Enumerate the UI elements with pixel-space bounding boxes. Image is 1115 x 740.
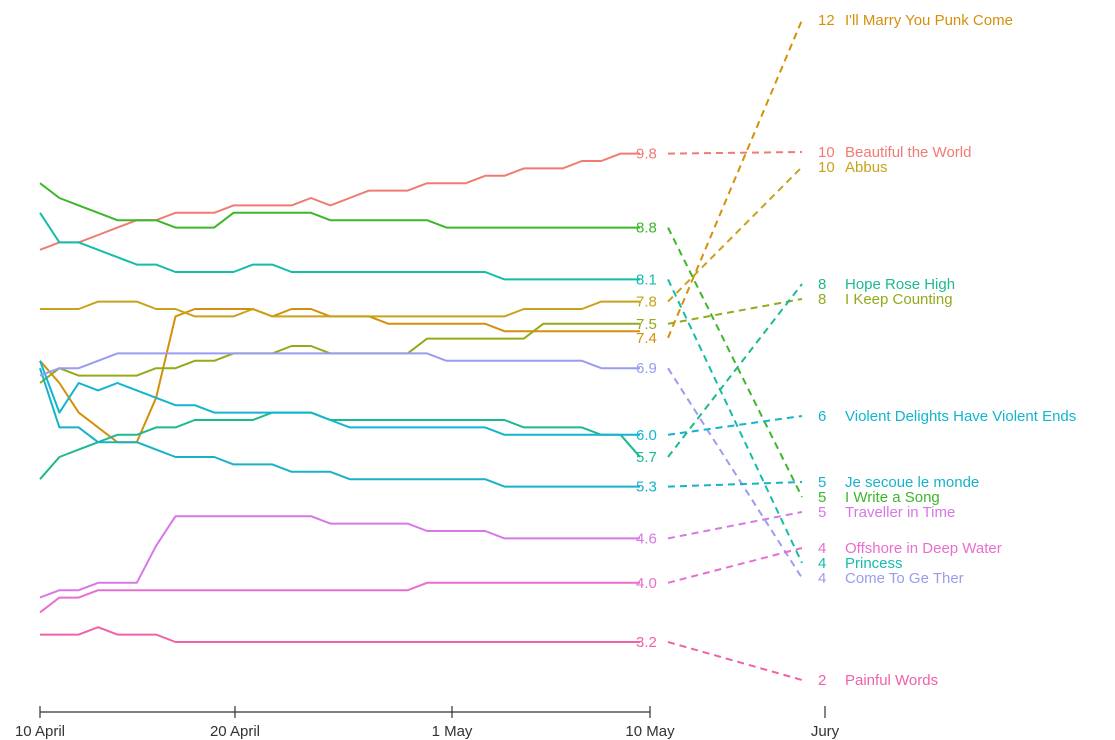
end-label-come-to-ge-ther: 6.9 xyxy=(636,360,657,377)
jury-connector-painful-words xyxy=(667,641,803,681)
jury-connector-abbus xyxy=(667,166,803,303)
series-name-offshore-in-deep-water: Offshore in Deep Water xyxy=(845,540,1002,557)
jury-score-princess: 4 xyxy=(818,555,826,572)
series-name-i-keep-counting: I Keep Counting xyxy=(845,291,953,308)
jury-score-traveller-in-time: 5 xyxy=(818,504,826,521)
jury-connector-i-ll-marry-you-punk-come xyxy=(667,19,803,339)
series-line-abbus xyxy=(40,300,640,318)
series-name-traveller-in-time: Traveller in Time xyxy=(845,504,955,521)
series-name-beautiful-the-world: Beautiful the World xyxy=(845,144,971,161)
end-label-princess: 8.1 xyxy=(636,271,657,288)
jury-score-offshore-in-deep-water: 4 xyxy=(818,540,826,557)
end-label-offshore-in-deep-water: 4.0 xyxy=(636,575,657,592)
end-label-i-keep-counting: 7.5 xyxy=(636,316,657,333)
end-label-abbus: 7.8 xyxy=(636,294,657,311)
jury-connector-come-to-ge-ther xyxy=(667,367,803,579)
jury-connector-hope-rose-high xyxy=(667,283,803,458)
jury-score-i-keep-counting: 8 xyxy=(818,291,826,308)
end-label-violent-delights-have-violent-ends: 6.0 xyxy=(636,427,657,444)
series-line-painful-words xyxy=(40,626,640,643)
series-name-abbus: Abbus xyxy=(845,159,888,176)
jury-score-je-secoue-le-monde: 5 xyxy=(818,474,826,491)
jury-connector-i-write-a-song xyxy=(667,227,803,498)
jury-connector-beautiful-the-world xyxy=(667,151,803,155)
jury-connector-traveller-in-time xyxy=(667,511,803,540)
jury-score-abbus: 10 xyxy=(818,159,835,176)
x-tick-label-10-april: 10 April xyxy=(15,723,65,740)
label-layer: 9.8 10 Beautiful the World 8.8 5 I Write a So… xyxy=(636,12,1076,689)
series-line-come-to-ge-ther xyxy=(39,352,640,377)
series-line-offshore-in-deep-water xyxy=(39,581,640,614)
jury-connector-i-keep-counting xyxy=(667,298,803,325)
x-tick-label-1-may: 1 May xyxy=(432,723,473,740)
series-name-violent-delights-have-violent-ends: Violent Delights Have Violent Ends xyxy=(845,408,1076,425)
end-label-painful-words: 3.2 xyxy=(636,634,657,651)
x-axis: 10 April 20 April 1 May 10 May Jury xyxy=(15,706,840,740)
end-label-je-secoue-le-monde: 5.3 xyxy=(636,479,657,496)
jury-score-i-write-a-song: 5 xyxy=(818,489,826,506)
end-label-beautiful-the-world: 9.8 xyxy=(636,146,657,163)
jury-score-painful-words: 2 xyxy=(818,672,826,689)
jury-score-hope-rose-high: 8 xyxy=(818,276,826,293)
series-name-painful-words: Painful Words xyxy=(845,672,938,689)
series-name-come-to-ge-ther: Come To Ge Ther xyxy=(845,570,964,587)
end-label-i-ll-marry-you-punk-come: 7.4 xyxy=(636,330,657,347)
jury-score-come-to-ge-ther: 4 xyxy=(818,570,826,587)
jury-score-i-ll-marry-you-punk-come: 12 xyxy=(818,12,835,29)
end-label-i-write-a-song: 8.8 xyxy=(636,220,657,237)
series-line-i-write-a-song xyxy=(39,182,640,229)
jury-connector-princess xyxy=(667,278,803,564)
jury-score-beautiful-the-world: 10 xyxy=(818,144,835,161)
x-tick-label-jury: Jury xyxy=(811,723,840,740)
series-name-princess: Princess xyxy=(845,555,903,572)
series-name-i-write-a-song: I Write a Song xyxy=(845,489,940,506)
series-layer xyxy=(39,152,641,643)
series-line-beautiful-the-world xyxy=(39,152,640,251)
series-line-princess xyxy=(39,212,640,281)
end-label-traveller-in-time: 4.6 xyxy=(636,530,657,547)
series-name-i-ll-marry-you-punk-come: I'll Marry You Punk Come xyxy=(845,12,1013,29)
series-name-hope-rose-high: Hope Rose High xyxy=(845,276,955,293)
series-line-violent-delights-have-violent-ends xyxy=(39,360,640,436)
x-tick-label-10-may: 10 May xyxy=(625,723,675,740)
jury-connector-offshore-in-deep-water xyxy=(667,547,803,584)
jury-connector-violent-delights-have-violent-ends xyxy=(667,415,803,436)
series-line-traveller-in-time xyxy=(39,515,640,599)
end-label-hope-rose-high: 5.7 xyxy=(636,449,657,466)
x-tick-label-20-april: 20 April xyxy=(210,723,260,740)
series-line-hope-rose-high xyxy=(39,411,641,480)
jury-connector-je-secoue-le-monde xyxy=(667,481,803,488)
series-line-je-secoue-le-monde xyxy=(39,367,640,488)
jury-score-violent-delights-have-violent-ends: 6 xyxy=(818,408,826,425)
series-name-je-secoue-le-monde: Je secoue le monde xyxy=(845,474,979,491)
jury-connector-layer xyxy=(667,19,803,681)
